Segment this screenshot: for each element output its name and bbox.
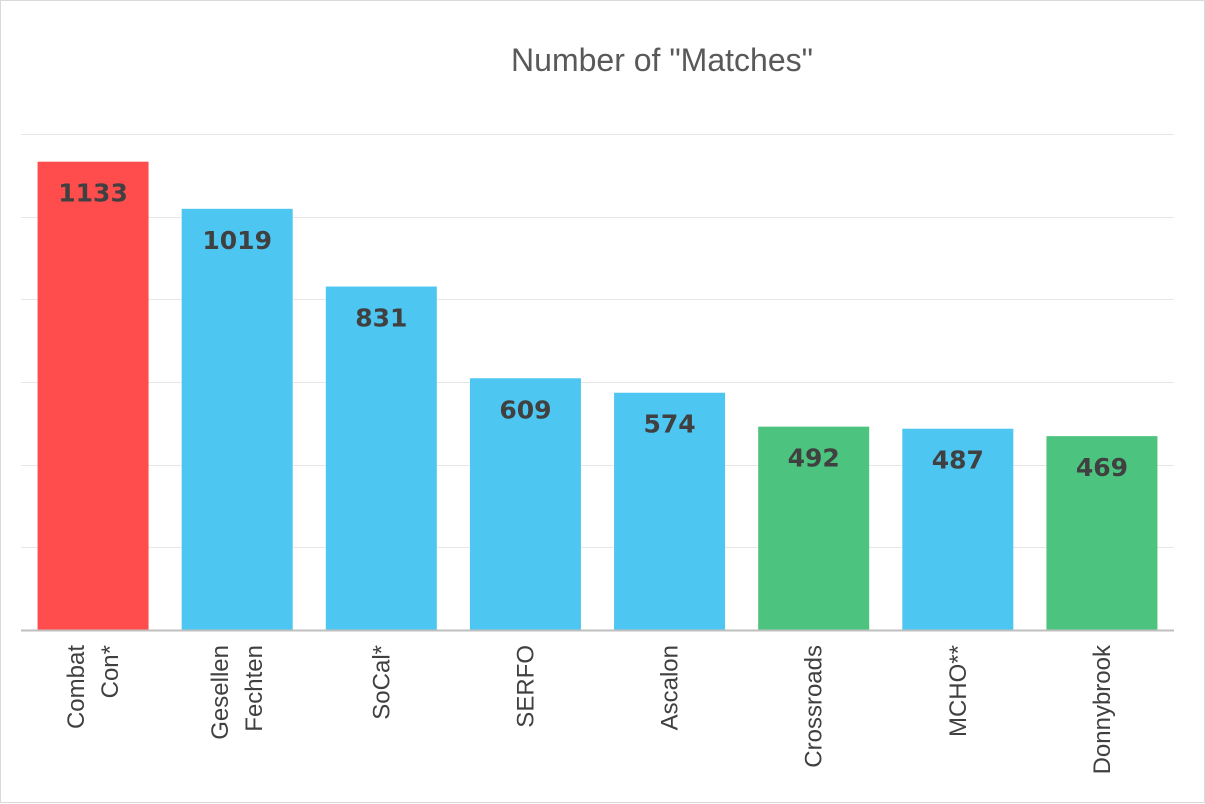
category-label: Combat xyxy=(63,645,90,729)
bar xyxy=(902,428,1014,630)
data-label: 609 xyxy=(499,395,551,424)
bar xyxy=(37,161,149,630)
data-label: 831 xyxy=(355,304,407,333)
category-labels: Combat Con* Gesellen Fechten SoCal* SERFO Asca… xyxy=(63,644,1116,774)
bar xyxy=(614,392,726,630)
bar xyxy=(758,426,870,630)
category-label: SoCal* xyxy=(368,645,395,720)
bar xyxy=(325,286,437,630)
data-label: 492 xyxy=(788,444,840,473)
data-label: 1133 xyxy=(58,179,128,208)
category-label: Donnybrook xyxy=(1089,644,1116,774)
category-label: Crossroads xyxy=(801,645,828,768)
bars xyxy=(37,161,1158,630)
category-label: Fechten xyxy=(241,645,268,732)
category-label: MCHO** xyxy=(945,645,972,737)
data-label: 1019 xyxy=(202,226,272,255)
category-label: Ascalon xyxy=(657,645,684,730)
category-label: Gesellen xyxy=(207,645,234,740)
bar xyxy=(1046,436,1158,630)
data-label: 574 xyxy=(643,410,695,439)
data-label: 487 xyxy=(932,446,984,475)
chart-title: Number of "Matches" xyxy=(511,42,813,78)
data-label: 469 xyxy=(1076,453,1128,482)
category-label: SERFO xyxy=(512,645,539,728)
category-label: Con* xyxy=(97,645,124,698)
bar xyxy=(181,208,293,630)
bar xyxy=(469,378,581,630)
value-labels: 1133 1019 831 609 574 492 487 469 xyxy=(58,179,1128,482)
